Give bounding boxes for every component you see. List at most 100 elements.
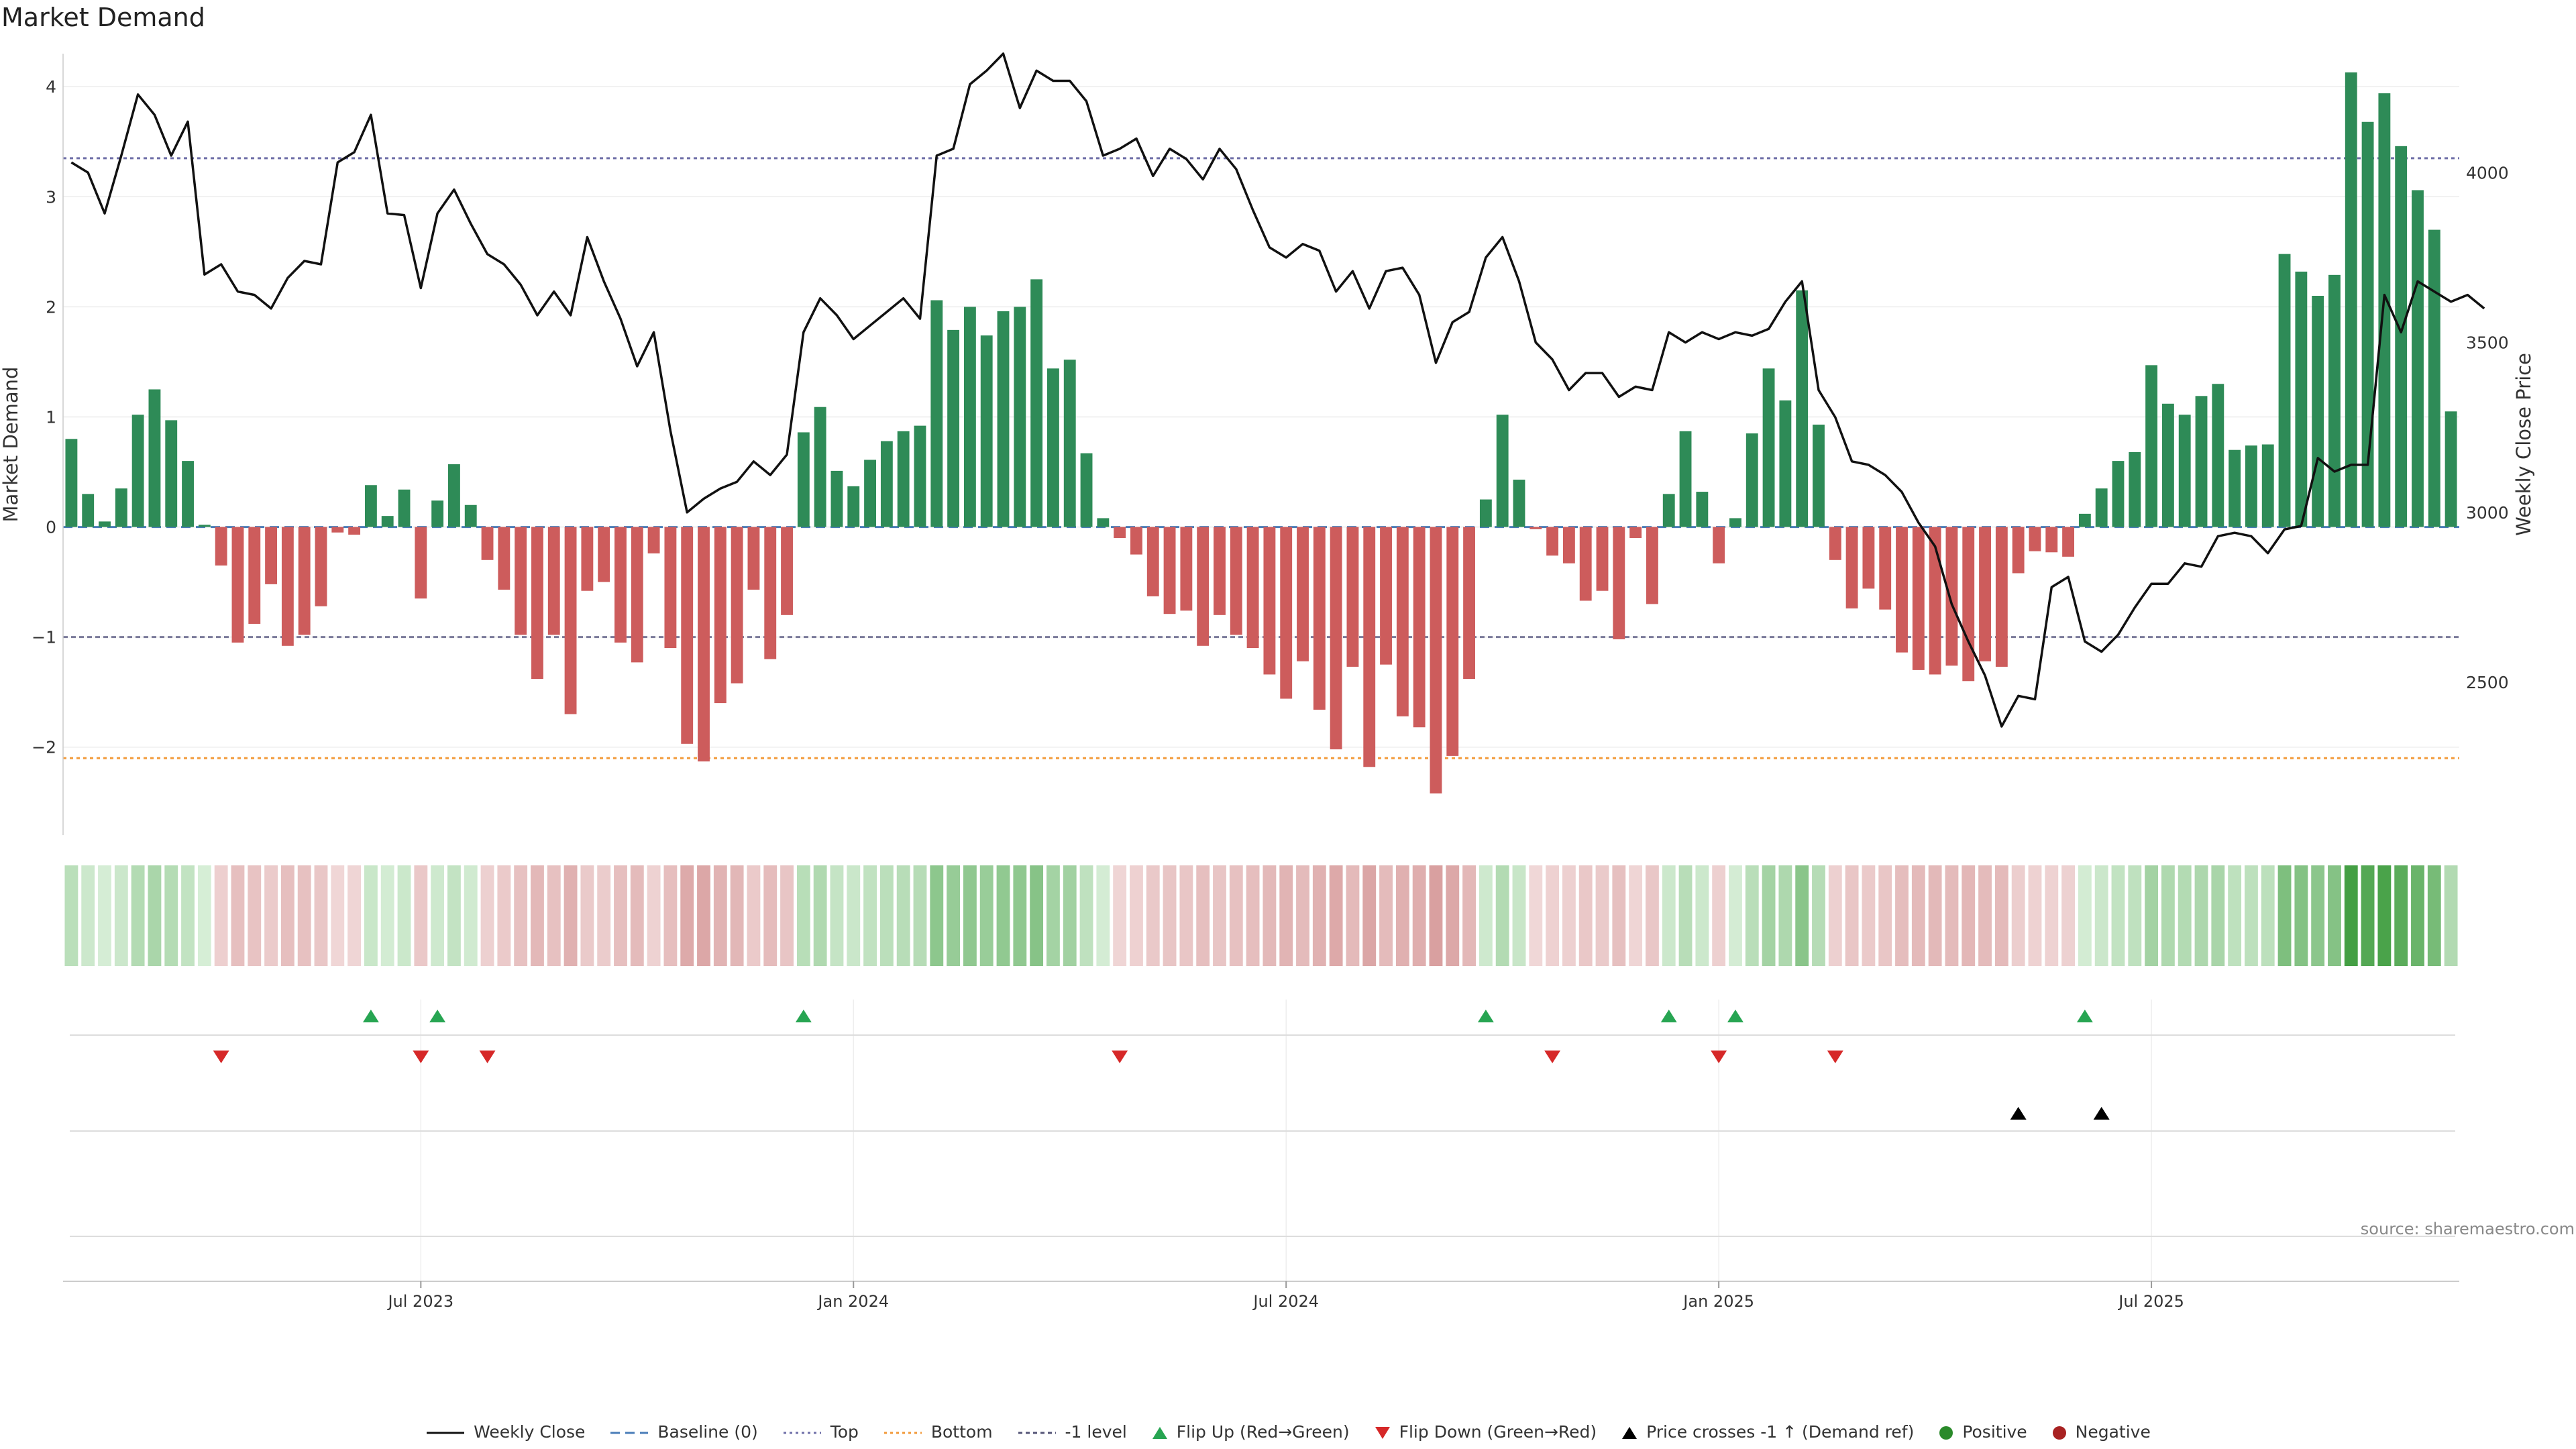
- demand-bar: [647, 527, 660, 553]
- demand-bar: [364, 485, 377, 527]
- flip-down-marker: [1827, 1051, 1843, 1063]
- heat-cell: [947, 865, 961, 966]
- demand-bar: [1496, 415, 1509, 527]
- demand-bar: [215, 527, 227, 566]
- demand-bar: [1979, 527, 1991, 661]
- demand-bar: [781, 527, 793, 615]
- demand-bar: [2229, 449, 2241, 527]
- heat-cell: [663, 865, 678, 966]
- demand-bar: [248, 527, 261, 624]
- heat-cell: [2394, 865, 2408, 966]
- heat-cell: [197, 865, 211, 966]
- flip-up-marker: [1660, 1010, 1677, 1022]
- heat-cell: [2277, 865, 2292, 966]
- heat-cell: [1495, 865, 1509, 966]
- heat-cell: [2045, 865, 2059, 966]
- demand-bar: [1230, 527, 1242, 635]
- heat-cell: [1646, 865, 1659, 966]
- heat-cell: [1412, 865, 1426, 966]
- demand-bar: [564, 527, 577, 714]
- demand-bar: [1014, 307, 1026, 527]
- demand-bar: [82, 494, 95, 527]
- demand-bar: [598, 527, 610, 582]
- demand-bar: [614, 527, 627, 643]
- demand-bar: [464, 504, 477, 527]
- y-tick-label: 1: [46, 407, 56, 427]
- demand-bar: [198, 525, 211, 527]
- heat-cell: [1678, 865, 1693, 966]
- demand-bar: [930, 300, 943, 527]
- demand-bar: [1030, 279, 1043, 527]
- demand-bar: [2395, 146, 2408, 527]
- heat-cell: [64, 865, 78, 966]
- flip-up-marker: [795, 1010, 812, 1022]
- demand-bar: [1829, 527, 1841, 560]
- demand-bar: [947, 329, 960, 527]
- heat-cell: [447, 865, 461, 966]
- demand-bar: [448, 464, 460, 527]
- heat-cell: [879, 865, 894, 966]
- y-tick-label: 3: [46, 187, 56, 207]
- heat-cell: [614, 865, 627, 966]
- demand-bar: [1546, 527, 1559, 556]
- demand-bar: [2278, 254, 2291, 527]
- circle-icon: [2052, 1426, 2066, 1440]
- y-tick-label: −2: [32, 738, 56, 757]
- event-markers-layer: [70, 1000, 2455, 1281]
- triangle-down-icon: [1375, 1426, 1390, 1439]
- legend-item-bottom: Bottom: [883, 1422, 993, 1442]
- heat-cell: [1529, 865, 1543, 966]
- legend-label: Flip Down (Green→Red): [1399, 1421, 1597, 1442]
- heat-cell: [314, 865, 328, 966]
- heat-cell: [1446, 865, 1460, 966]
- heat-cell: [497, 865, 511, 966]
- demand-bar: [2428, 229, 2440, 527]
- heat-cell: [1695, 865, 1709, 966]
- legend-swatch-dotted: [1018, 1432, 1056, 1434]
- demand-bar: [2045, 527, 2058, 553]
- x-axis-layer: Jul 2023 Jan 2024 Jul 2024 Jan 2025 Jul 2025: [63, 1281, 2459, 1311]
- y2-tick-label: 3000: [2466, 503, 2509, 523]
- legend-label: Bottom: [930, 1421, 993, 1442]
- demand-bar: [1746, 433, 1758, 527]
- y-tick-label: −1: [32, 628, 56, 647]
- heat-cell: [1379, 865, 1393, 966]
- demand-bar: [515, 527, 527, 635]
- heat-cell: [2377, 865, 2392, 966]
- demand-bar: [265, 527, 277, 584]
- demand-bar: [415, 527, 427, 599]
- demand-bar: [963, 307, 976, 527]
- heat-cell: [1329, 865, 1343, 966]
- demand-bar: [664, 527, 677, 649]
- heat-cell: [963, 865, 977, 966]
- heat-cell: [2311, 865, 2325, 966]
- demand-bar: [1912, 527, 1925, 670]
- legend-label: Price crosses -1 ↑ (Demand ref): [1646, 1421, 1915, 1442]
- heat-cell: [1213, 865, 1226, 966]
- heat-cell: [1795, 865, 1809, 966]
- demand-bar: [2161, 403, 2174, 527]
- demand-bar: [481, 527, 494, 560]
- demand-bar: [1313, 527, 1326, 710]
- legend-item-flip-up: Flip Up (Red→Green): [1151, 1422, 1350, 1442]
- triangle-up-icon: [1622, 1426, 1638, 1439]
- heat-cell: [1296, 865, 1309, 966]
- legend-item-price-cross: Price crosses -1 ↑ (Demand ref): [1621, 1422, 1914, 1442]
- heat-cell: [2427, 865, 2441, 966]
- demand-bar: [348, 527, 361, 535]
- heat-cell: [2078, 865, 2092, 966]
- demand-bar: [2029, 527, 2041, 551]
- demand-bar: [1197, 527, 1210, 646]
- demand-bar: [115, 488, 127, 527]
- heat-cell: [1629, 865, 1643, 966]
- legend-item-negative: Negative: [2051, 1422, 2151, 1442]
- heat-cell: [680, 865, 694, 966]
- demand-bar: [1713, 527, 1725, 564]
- demand-bar: [315, 527, 327, 606]
- heat-cell: [1978, 865, 1992, 966]
- heat-cell: [2028, 865, 2042, 966]
- demand-bar: [547, 527, 560, 635]
- heat-cell: [1812, 865, 1825, 966]
- demand-bar: [1995, 527, 2008, 667]
